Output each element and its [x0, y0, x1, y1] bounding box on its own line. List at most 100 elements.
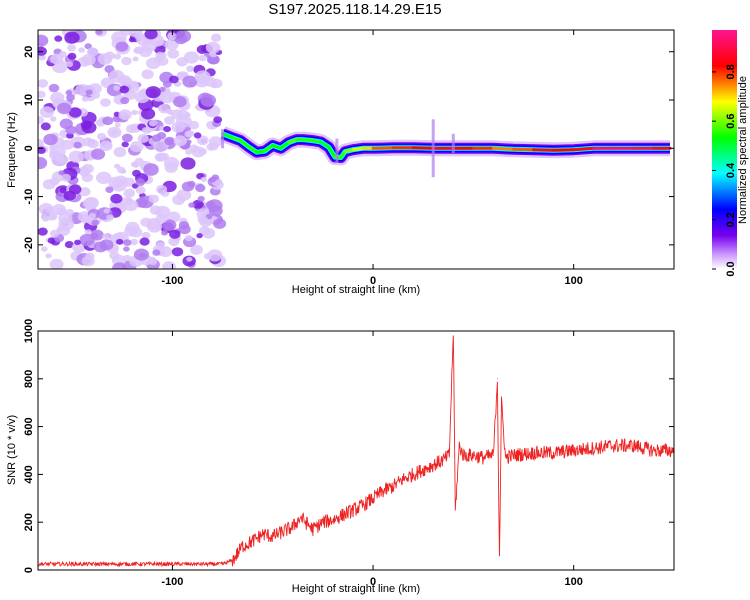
- noise-blob: [91, 219, 100, 226]
- noise-blob: [159, 152, 170, 161]
- noise-blob: [130, 161, 139, 168]
- noise-blob: [190, 244, 203, 255]
- noise-blob: [43, 133, 58, 146]
- noise-blob: [126, 124, 137, 134]
- ridge-segment: [532, 148, 556, 152]
- noise-blob: [164, 116, 175, 125]
- noise-blob: [65, 61, 74, 68]
- noise-blob: [78, 47, 85, 53]
- snr-x-axis-label: Height of straight line (km): [292, 583, 420, 595]
- x-tick-label: 100: [565, 576, 583, 588]
- snr-point: [312, 528, 314, 531]
- noise-blob: [113, 53, 122, 60]
- noise-blob: [129, 141, 144, 153]
- snr-point: [242, 545, 244, 547]
- noise-blob: [176, 189, 192, 201]
- snr-point: [382, 490, 384, 492]
- snr-point: [482, 457, 484, 459]
- noise-blob: [176, 72, 184, 78]
- noise-blob: [123, 199, 138, 211]
- noise-blob: [148, 119, 158, 127]
- noise-blob: [48, 145, 56, 151]
- noise-blob: [206, 143, 216, 151]
- snr-point: [448, 454, 450, 456]
- colorbar-tick-label: 0.6: [725, 114, 737, 129]
- noise-blob: [84, 43, 92, 50]
- noise-blob: [105, 233, 114, 241]
- snr-point: [252, 540, 254, 542]
- noise-blob: [210, 78, 223, 89]
- noise-blob: [186, 65, 194, 72]
- noise-blob: [38, 34, 49, 47]
- noise-blob: [167, 109, 175, 115]
- noise-blob: [61, 139, 74, 150]
- noise-blob: [213, 116, 223, 124]
- noise-blob: [73, 141, 82, 149]
- noise-blob: [186, 256, 193, 262]
- noise-blob: [141, 108, 156, 120]
- snr-point: [462, 454, 464, 456]
- noise-blob: [96, 171, 112, 184]
- noise-blob: [114, 122, 121, 128]
- snr-point: [372, 497, 374, 499]
- noise-blob: [99, 140, 113, 152]
- noise-blob: [137, 133, 149, 143]
- noise-blob: [59, 187, 67, 194]
- noise-blob: [50, 116, 57, 122]
- noise-blob: [38, 90, 46, 98]
- noise-blob: [106, 214, 114, 221]
- noise-blob: [211, 174, 220, 181]
- snr-y-axis-label: SNR (10 * v/v): [6, 415, 18, 485]
- noise-blob: [185, 149, 193, 155]
- snr-point: [633, 445, 635, 447]
- noise-blob: [48, 83, 60, 93]
- noise-blob: [168, 237, 180, 247]
- y-tick-label: 20: [23, 46, 35, 58]
- snr-point: [458, 445, 460, 447]
- noise-blob: [184, 234, 193, 242]
- noise-blob: [132, 56, 139, 62]
- noise-blob: [198, 54, 207, 62]
- x-tick-label: -100: [161, 576, 183, 588]
- noise-blob: [108, 69, 125, 83]
- noise-blob: [144, 30, 158, 40]
- noise-blob: [130, 238, 138, 246]
- snr-point: [282, 531, 284, 533]
- noise-blob: [211, 33, 222, 42]
- noise-blob: [81, 96, 89, 102]
- ridge-segment: [239, 139, 251, 149]
- noise-blob: [38, 116, 44, 124]
- noise-blob: [171, 247, 184, 257]
- noise-blob: [56, 102, 72, 115]
- noise-blob: [192, 199, 204, 209]
- ridge-segment: [552, 148, 576, 152]
- y-tick-label: 0: [23, 145, 35, 151]
- noise-blob: [64, 31, 80, 44]
- noise-blob: [103, 208, 111, 214]
- noise-blob: [129, 80, 139, 88]
- noise-blob: [38, 46, 47, 56]
- noise-blob: [40, 246, 48, 252]
- snr-point: [412, 473, 414, 475]
- noise-blob: [173, 135, 187, 147]
- noise-blob: [99, 239, 114, 251]
- noise-blob: [45, 253, 52, 259]
- noise-blob: [121, 133, 133, 143]
- noise-blob: [208, 205, 223, 217]
- noise-blob: [123, 246, 130, 252]
- noise-blob: [167, 32, 177, 41]
- noise-blob: [149, 205, 162, 215]
- noise-blob: [55, 156, 64, 163]
- y-tick-label: 400: [23, 465, 35, 483]
- noise-blob: [95, 30, 103, 35]
- noise-blob: [117, 166, 126, 174]
- noise-blob: [142, 127, 149, 133]
- noise-blob: [38, 227, 48, 236]
- noise-blob: [39, 106, 55, 118]
- noise-blob: [58, 170, 65, 176]
- y-tick-label: 0: [23, 567, 35, 573]
- noise-blob: [120, 30, 134, 36]
- noise-blob: [139, 252, 146, 258]
- y-tick-label: 200: [23, 513, 35, 531]
